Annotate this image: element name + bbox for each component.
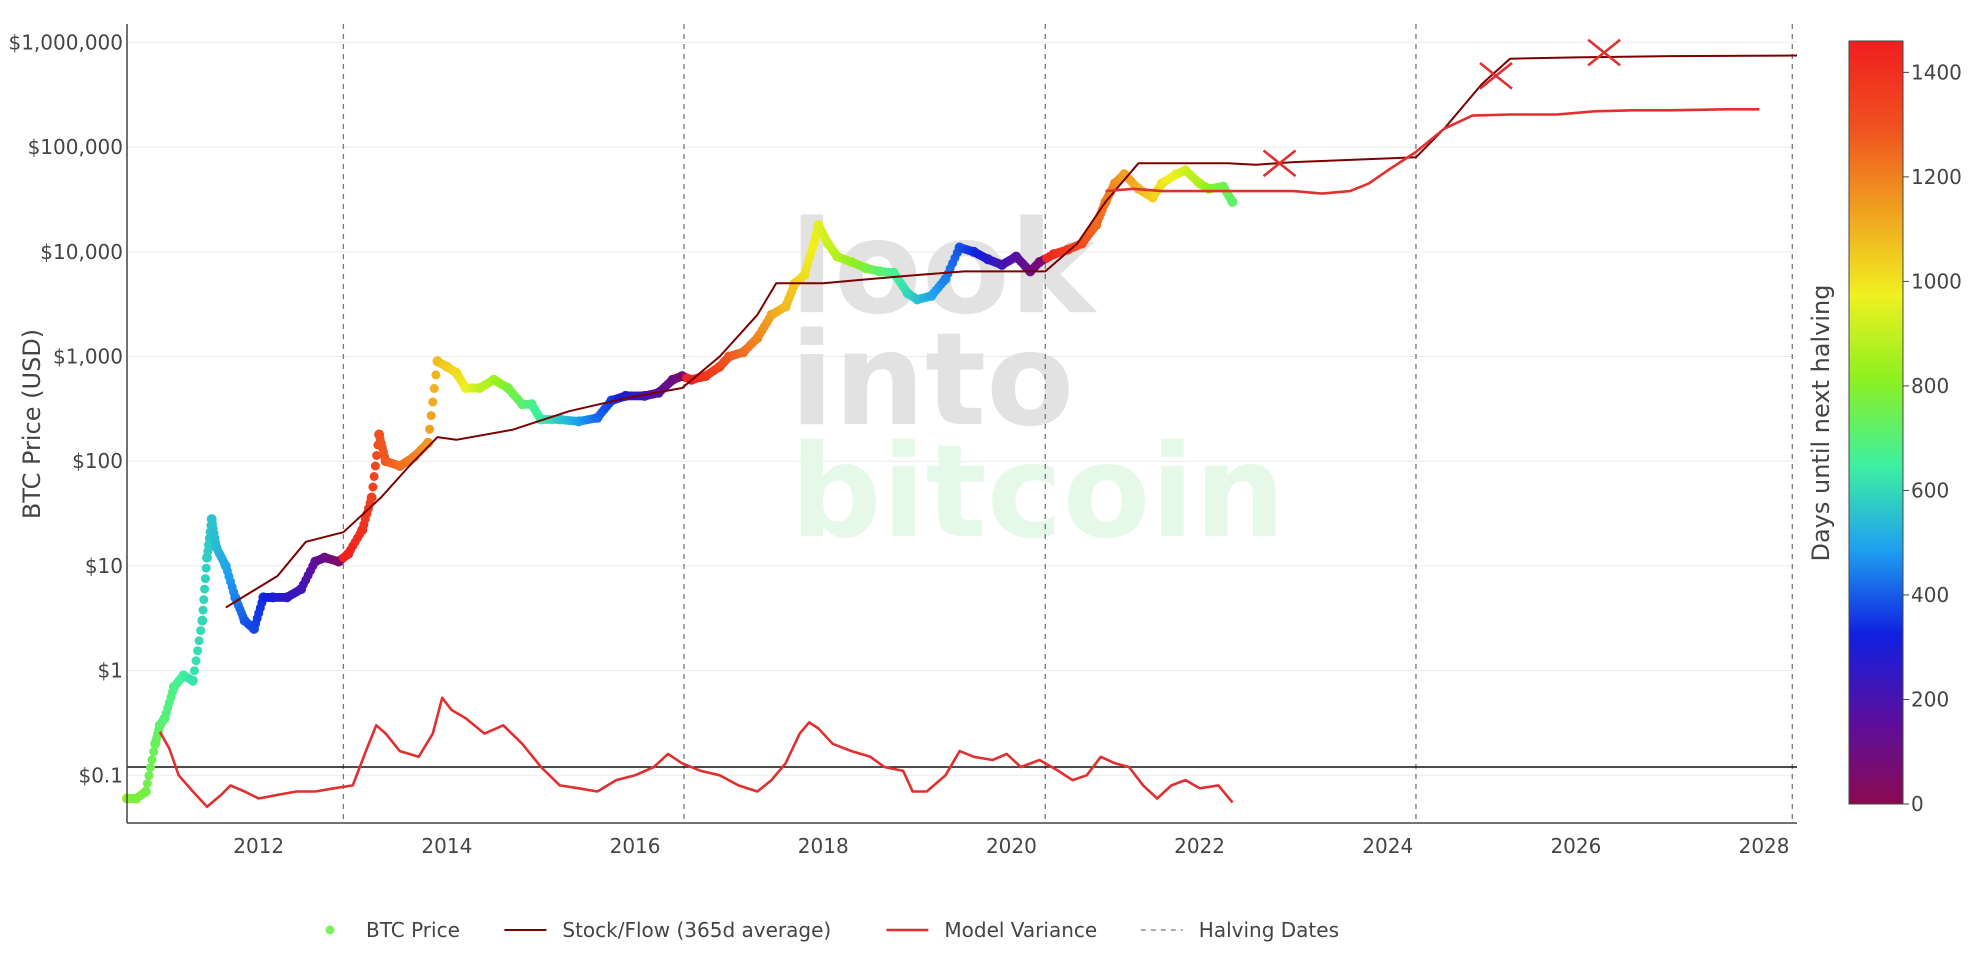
watermark-word: look bbox=[790, 194, 1098, 343]
x-tick-label: 2012 bbox=[233, 834, 284, 858]
btc-price-point bbox=[140, 786, 151, 797]
colorbar-bar bbox=[1848, 40, 1904, 805]
x-tick-label: 2026 bbox=[1550, 834, 1601, 858]
btc-price-point bbox=[370, 461, 380, 471]
legend-label: Stock/Flow (365d average) bbox=[562, 918, 831, 942]
model-variance-line bbox=[158, 696, 1234, 809]
legend-label: Halving Dates bbox=[1199, 918, 1339, 942]
btc-price-point bbox=[198, 605, 208, 615]
colorbar: 0 200 400 600 800 1000 1200 1400 Days until next… bbox=[1807, 40, 1962, 816]
btc-price-point bbox=[426, 411, 436, 421]
x-mark-stroke bbox=[1479, 61, 1513, 90]
colorbar-tick-label: 0 bbox=[1911, 792, 1924, 816]
btc-price-point bbox=[146, 763, 155, 773]
x-mark-annotation bbox=[1587, 38, 1621, 67]
btc-price-point bbox=[428, 397, 438, 407]
btc-price-point bbox=[196, 626, 206, 636]
colorbar-title: Days until next halving bbox=[1807, 284, 1835, 561]
legend[interactable]: BTC Price Stock/Flow (365d average) Model … bbox=[325, 918, 1340, 942]
btc-price-point bbox=[366, 492, 377, 503]
btc-price-point bbox=[187, 675, 198, 686]
btc-price-point bbox=[368, 482, 378, 492]
x-tick-label: 2016 bbox=[610, 834, 661, 858]
btc-price-point bbox=[200, 584, 210, 594]
watermark-word: into bbox=[790, 306, 1074, 455]
btc-price-point bbox=[199, 595, 209, 605]
y-tick-label: $1,000 bbox=[53, 345, 123, 369]
btc-price-point bbox=[372, 451, 382, 460]
legend-label: BTC Price bbox=[366, 918, 460, 942]
y-tick-label: $100 bbox=[72, 449, 123, 473]
legend-marker bbox=[325, 925, 335, 935]
stock-flow-line bbox=[225, 54, 1798, 609]
btc-price-point bbox=[194, 636, 204, 646]
btc-price-point bbox=[369, 472, 379, 481]
axes: $1,000,000 $100,000 $10,000 $1,000 $100 $10 $1… bbox=[8, 24, 1797, 858]
btc-price-point bbox=[431, 370, 441, 380]
legend-item[interactable]: Model Variance bbox=[886, 918, 1097, 942]
colorbar-tick-label: 200 bbox=[1911, 687, 1949, 711]
btc-price-point bbox=[144, 771, 154, 781]
btc-price-point bbox=[200, 574, 210, 584]
colorbar-tick-label: 1200 bbox=[1911, 165, 1962, 189]
y-tick-label: $1,000,000 bbox=[8, 30, 123, 54]
btc-price-point bbox=[197, 615, 208, 626]
model-variance-line bbox=[1105, 108, 1760, 195]
btc-price-point bbox=[425, 424, 435, 434]
colorbar-tick-label: 1400 bbox=[1911, 60, 1962, 84]
colorbar-tick-label: 400 bbox=[1911, 583, 1949, 607]
y-tick-label: $0.1 bbox=[78, 763, 123, 787]
watermark-word: bitcoin bbox=[790, 418, 1286, 567]
btc-price-point bbox=[429, 384, 439, 393]
legend-item[interactable]: BTC Price bbox=[325, 918, 460, 942]
y-tick-label: $10 bbox=[85, 554, 123, 578]
x-tick-label: 2024 bbox=[1362, 834, 1413, 858]
x-tick-label: 2028 bbox=[1739, 834, 1790, 858]
y-axis-title: BTC Price (USD) bbox=[18, 329, 46, 519]
colorbar-tick-label: 800 bbox=[1911, 374, 1949, 398]
y-tick-label: $1 bbox=[98, 659, 123, 683]
btc-price-point bbox=[149, 747, 159, 757]
y-tick-label: $10,000 bbox=[40, 240, 123, 264]
btc-price-point bbox=[193, 646, 203, 656]
annotations bbox=[1262, 38, 1621, 178]
x-mark-annotation bbox=[1479, 61, 1513, 90]
y-tick-label: $100,000 bbox=[28, 135, 123, 159]
legend-item[interactable]: Stock/Flow (365d average) bbox=[504, 918, 831, 942]
btc-price-point bbox=[1227, 196, 1238, 207]
legend-label: Model Variance bbox=[944, 918, 1097, 942]
x-mark-stroke bbox=[1262, 149, 1297, 178]
x-tick-label: 2022 bbox=[1174, 834, 1225, 858]
x-mark-stroke bbox=[1587, 38, 1621, 67]
x-tick-label: 2020 bbox=[986, 834, 1037, 858]
btc-price-point bbox=[201, 563, 211, 573]
x-tick-label: 2014 bbox=[421, 834, 472, 858]
btc-price-point bbox=[142, 779, 152, 788]
colorbar-tick-label: 600 bbox=[1911, 478, 1949, 502]
legend-item[interactable]: Halving Dates bbox=[1140, 918, 1339, 942]
plot-series bbox=[122, 54, 1798, 809]
x-mark-annotation bbox=[1262, 149, 1297, 178]
btc-price-point bbox=[191, 656, 201, 666]
btc-price-point bbox=[189, 666, 199, 676]
colorbar-tick-label: 1000 bbox=[1911, 269, 1962, 293]
btc-price-point bbox=[147, 755, 157, 765]
x-tick-label: 2018 bbox=[798, 834, 849, 858]
